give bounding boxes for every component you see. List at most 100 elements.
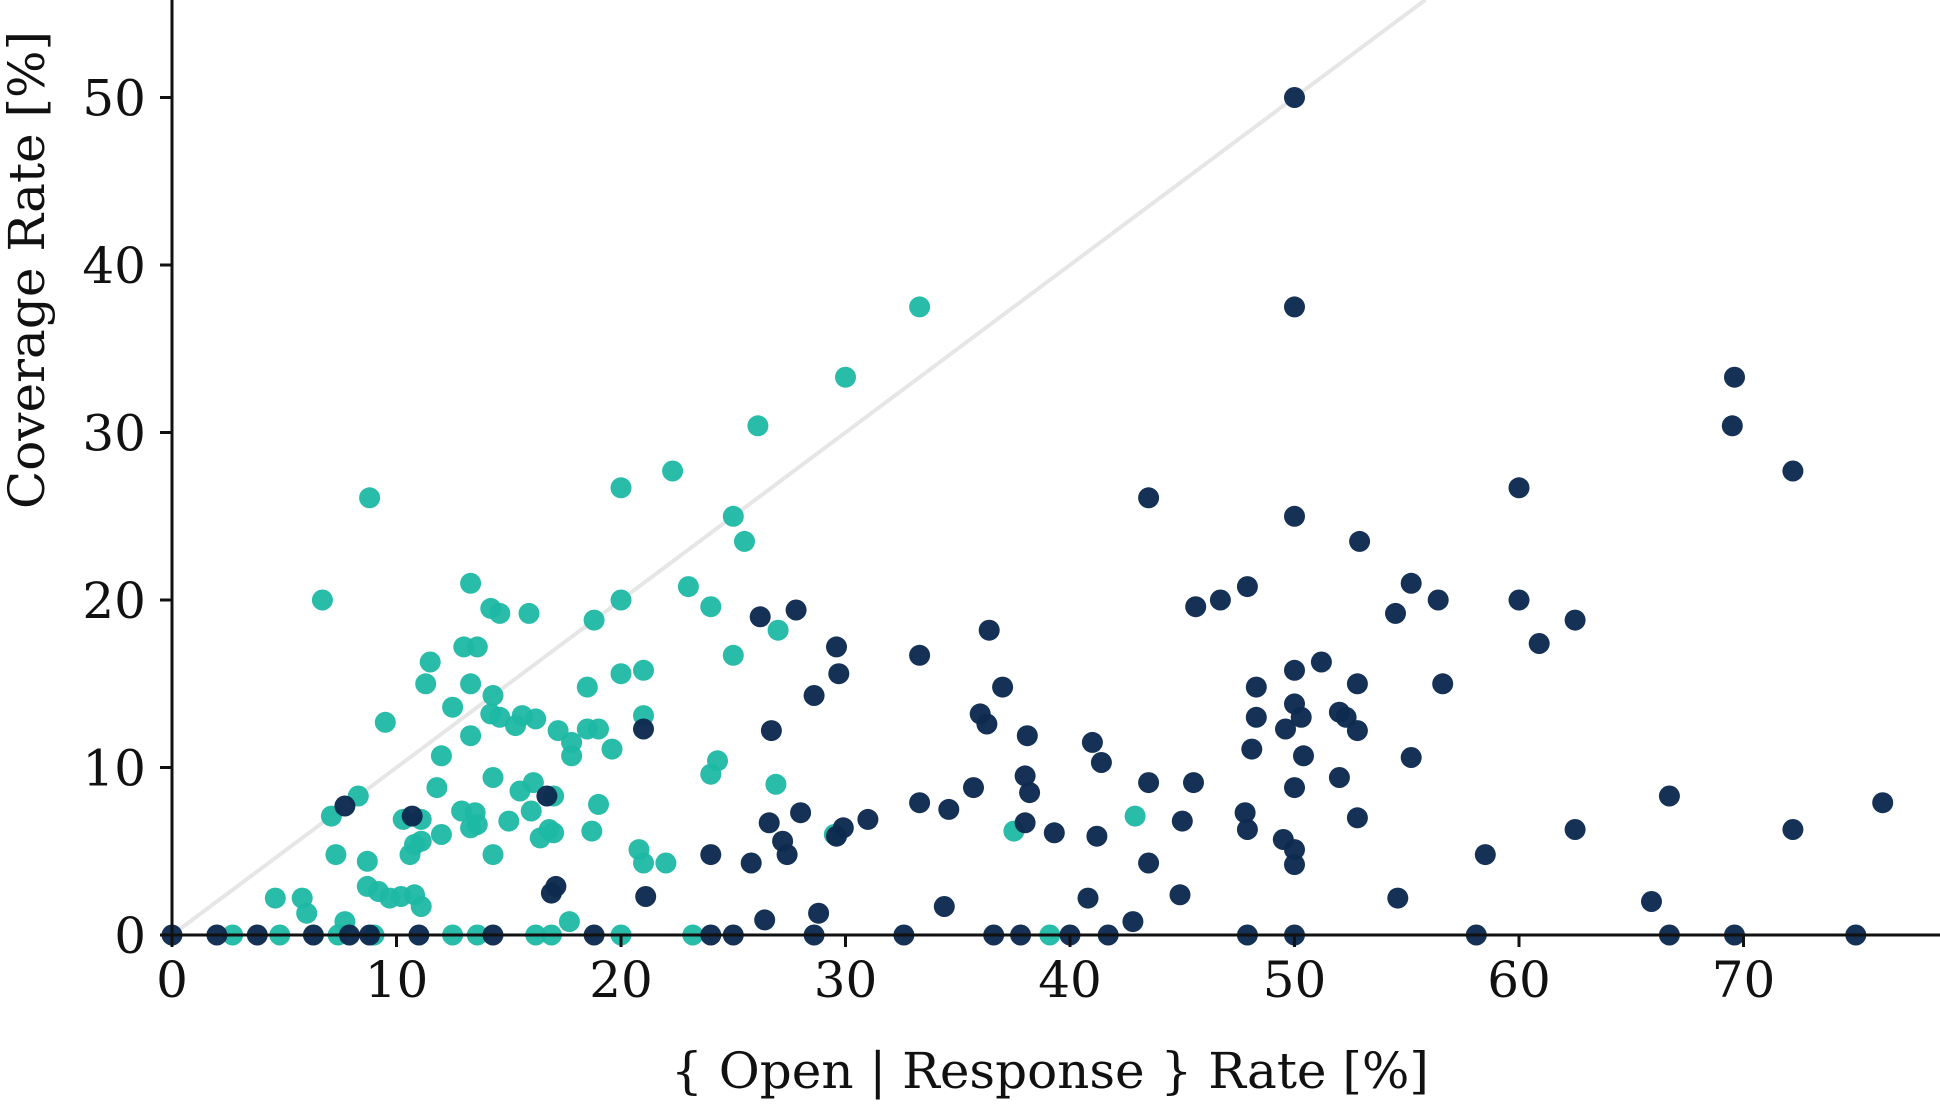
data-point <box>1234 802 1256 824</box>
data-point <box>1138 852 1160 874</box>
data-point <box>482 844 504 866</box>
data-point <box>1138 487 1160 509</box>
data-point <box>1183 772 1204 794</box>
data-point <box>662 460 684 482</box>
data-point <box>466 636 488 658</box>
data-point <box>1284 777 1305 799</box>
data-point <box>776 844 798 866</box>
data-point <box>399 844 421 866</box>
data-point <box>498 810 520 832</box>
data-point <box>1293 745 1314 767</box>
data-point <box>933 896 955 917</box>
data-point <box>633 852 654 874</box>
data-point <box>1171 810 1193 832</box>
data-point <box>758 812 780 834</box>
data-point <box>558 911 580 933</box>
y-tick-label: 0 <box>114 907 146 965</box>
data-point <box>1872 792 1894 814</box>
x-tick-label: 0 <box>156 951 188 1009</box>
data-point <box>1124 805 1146 827</box>
data-point <box>540 882 562 904</box>
data-point <box>1387 887 1409 909</box>
x-axis-title: { Open | Response } Rate [%] <box>671 1042 1429 1100</box>
data-point <box>529 827 551 849</box>
y-tick-label: 10 <box>82 740 146 798</box>
reference-line <box>170 0 1427 937</box>
data-point <box>1284 505 1305 527</box>
data-point <box>489 602 511 624</box>
data-point <box>909 644 931 666</box>
data-point <box>1236 819 1258 840</box>
data-point <box>1019 782 1041 804</box>
data-point <box>1349 530 1371 552</box>
data-point <box>264 887 286 909</box>
data-point <box>482 685 504 706</box>
data-point <box>1138 772 1160 794</box>
data-point <box>1086 825 1108 847</box>
data-point <box>722 644 744 666</box>
data-point <box>992 676 1014 698</box>
series-open-rate <box>222 296 1146 946</box>
data-point <box>1284 296 1305 318</box>
data-point <box>1236 576 1258 598</box>
data-point <box>828 663 850 685</box>
x-tick-label: 70 <box>1712 951 1776 1009</box>
y-tick-label: 50 <box>82 70 146 128</box>
data-point <box>415 673 437 695</box>
data-point <box>1245 676 1267 698</box>
data-point <box>561 745 583 767</box>
data-point <box>785 599 807 621</box>
data-point <box>401 805 423 827</box>
data-point <box>1284 839 1305 861</box>
data-point <box>700 596 722 618</box>
data-point <box>655 852 677 874</box>
reference-line-layer <box>170 0 1427 937</box>
data-point <box>633 659 654 681</box>
data-point <box>576 676 598 698</box>
data-point <box>356 850 378 872</box>
points-layer <box>161 87 1894 946</box>
data-point <box>581 820 603 842</box>
data-point <box>430 745 452 767</box>
data-point <box>520 800 542 822</box>
data-point <box>803 685 825 706</box>
data-point <box>1508 477 1530 499</box>
data-point <box>1385 602 1406 624</box>
data-point <box>311 589 333 611</box>
data-point <box>610 477 632 499</box>
data-point <box>610 589 632 611</box>
data-point <box>610 663 632 685</box>
data-point <box>963 777 984 799</box>
data-point <box>633 718 654 740</box>
x-tick-label: 50 <box>1263 951 1327 1009</box>
data-point <box>1090 752 1112 773</box>
data-point <box>1081 731 1103 753</box>
data-point <box>1014 812 1036 834</box>
data-point <box>978 619 1000 641</box>
data-point <box>976 713 998 735</box>
data-point <box>1432 673 1454 695</box>
data-point <box>1016 725 1038 747</box>
data-point <box>547 720 569 742</box>
data-point <box>857 808 879 830</box>
x-tick-label: 60 <box>1487 951 1551 1009</box>
data-point <box>1310 651 1332 673</box>
data-point <box>410 896 432 917</box>
data-point <box>442 696 464 718</box>
data-point <box>835 366 856 388</box>
data-point <box>1169 884 1191 906</box>
data-point <box>1658 785 1680 807</box>
data-point <box>1474 844 1496 866</box>
data-point <box>808 902 830 924</box>
data-point <box>1245 706 1267 728</box>
data-point <box>1185 596 1207 618</box>
data-point <box>374 711 396 733</box>
data-point <box>700 763 722 785</box>
data-point <box>1346 807 1368 829</box>
data-point <box>518 602 540 624</box>
data-point <box>583 609 605 631</box>
data-point <box>1564 819 1586 840</box>
data-point <box>482 767 504 788</box>
data-point <box>1721 415 1743 437</box>
